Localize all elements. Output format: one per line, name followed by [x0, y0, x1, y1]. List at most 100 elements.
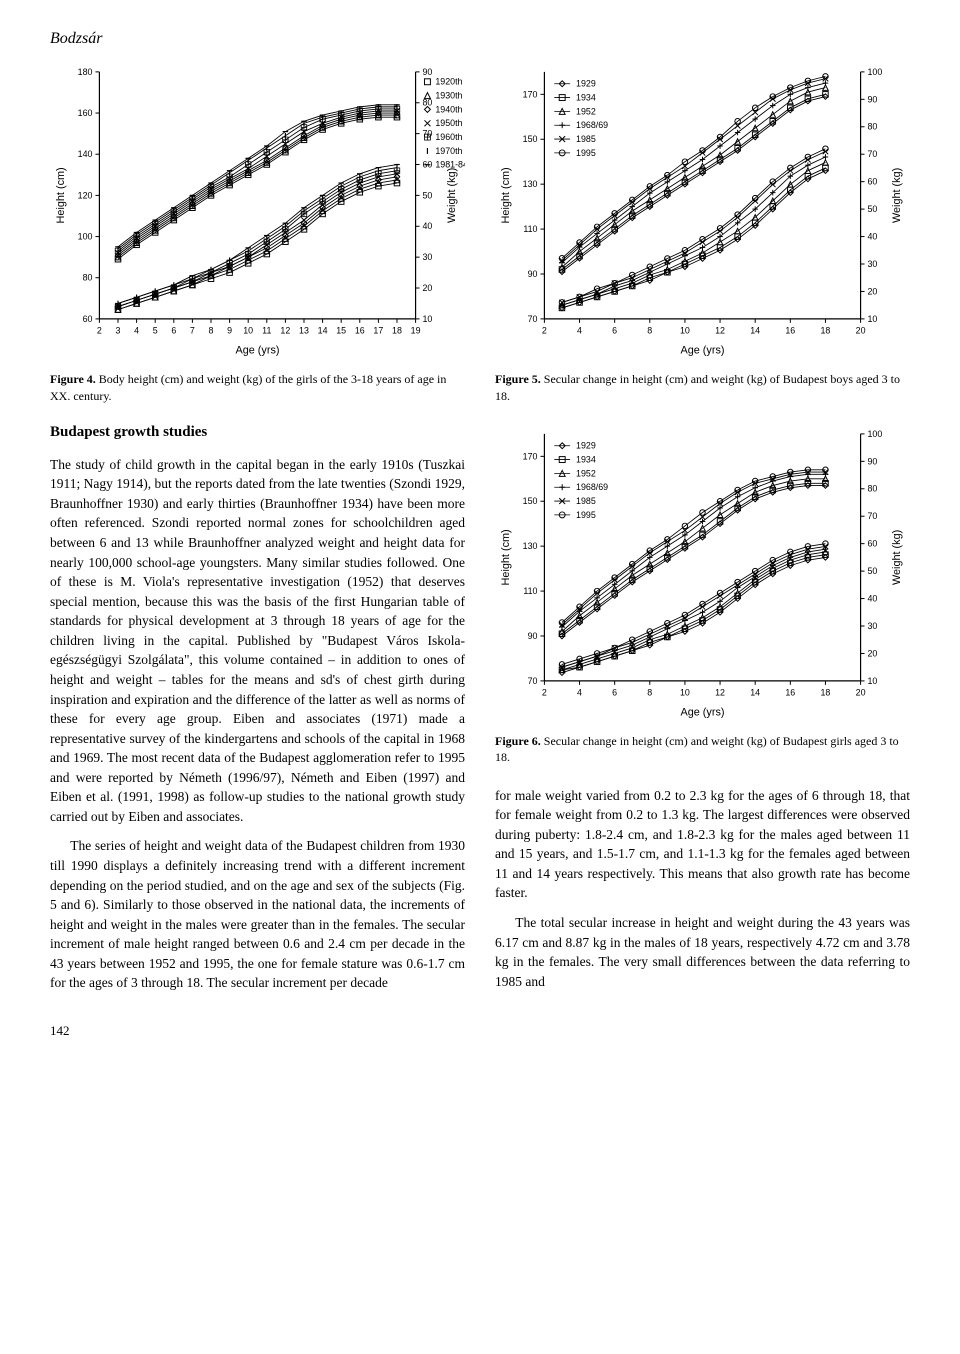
svg-text:1995: 1995	[576, 148, 596, 158]
svg-text:60: 60	[83, 314, 93, 324]
svg-text:1930th: 1930th	[435, 91, 462, 101]
svg-text:12: 12	[715, 688, 725, 698]
svg-text:18: 18	[392, 326, 402, 336]
svg-text:30: 30	[867, 621, 877, 631]
svg-text:70: 70	[528, 314, 538, 324]
svg-text:140: 140	[78, 149, 93, 159]
paragraph-3: for male weight varied from 0.2 to 2.3 k…	[495, 786, 910, 903]
svg-text:90: 90	[528, 631, 538, 641]
svg-text:20: 20	[422, 283, 432, 293]
svg-text:14: 14	[318, 326, 328, 336]
svg-text:8: 8	[647, 326, 652, 336]
svg-text:20: 20	[856, 326, 866, 336]
svg-text:Age (yrs): Age (yrs)	[680, 706, 724, 718]
svg-text:1952: 1952	[576, 468, 596, 478]
svg-text:10: 10	[422, 314, 432, 324]
figure5-caption: Figure 5. Secular change in height (cm) …	[495, 371, 910, 403]
svg-text:7: 7	[190, 326, 195, 336]
svg-text:1985: 1985	[576, 134, 596, 144]
svg-text:150: 150	[523, 134, 538, 144]
svg-text:14: 14	[750, 326, 760, 336]
svg-text:70: 70	[867, 149, 877, 159]
svg-text:130: 130	[523, 179, 538, 189]
svg-text:80: 80	[867, 484, 877, 494]
svg-text:170: 170	[523, 89, 538, 99]
figure5-chart: 2468101214161820709011013015017010203040…	[495, 62, 910, 363]
svg-text:4: 4	[134, 326, 139, 336]
svg-text:Age (yrs): Age (yrs)	[680, 344, 724, 356]
svg-text:3: 3	[116, 326, 121, 336]
figure5-label: Figure 5.	[495, 372, 541, 386]
figure4-caption-text: Body height (cm) and weight (kg) of the …	[50, 372, 446, 402]
svg-text:2: 2	[542, 326, 547, 336]
svg-text:Weight (kg): Weight (kg)	[891, 530, 903, 585]
paragraph-1: The study of child growth in the capital…	[50, 455, 465, 827]
svg-text:1929: 1929	[576, 79, 596, 89]
svg-text:10: 10	[867, 314, 877, 324]
svg-text:17: 17	[373, 326, 383, 336]
figure6-chart: 2468101214161820709011013015017010203040…	[495, 424, 910, 725]
svg-text:20: 20	[867, 648, 877, 658]
svg-text:10: 10	[867, 676, 877, 686]
section-heading: Budapest growth studies	[50, 424, 465, 441]
svg-text:30: 30	[422, 252, 432, 262]
paragraph-4: The total secular increase in height and…	[495, 913, 910, 991]
figure4-caption: Figure 4. Body height (cm) and weight (k…	[50, 371, 465, 403]
svg-text:1920th: 1920th	[435, 77, 462, 87]
svg-text:60: 60	[867, 538, 877, 548]
svg-text:Height (cm): Height (cm)	[55, 167, 67, 223]
svg-text:20: 20	[856, 688, 866, 698]
svg-text:40: 40	[867, 232, 877, 242]
svg-text:1968/69: 1968/69	[576, 482, 608, 492]
svg-text:8: 8	[647, 688, 652, 698]
svg-text:100: 100	[78, 232, 93, 242]
svg-text:2: 2	[97, 326, 102, 336]
svg-text:20: 20	[867, 286, 877, 296]
svg-text:60: 60	[867, 177, 877, 187]
figure5-caption-text: Secular change in height (cm) and weight…	[495, 372, 900, 402]
svg-text:70: 70	[867, 511, 877, 521]
svg-text:150: 150	[523, 496, 538, 506]
svg-text:10: 10	[243, 326, 253, 336]
svg-text:4: 4	[577, 326, 582, 336]
svg-text:12: 12	[715, 326, 725, 336]
svg-text:100: 100	[867, 67, 882, 77]
svg-text:14: 14	[750, 688, 760, 698]
svg-text:4: 4	[577, 688, 582, 698]
svg-text:50: 50	[867, 204, 877, 214]
figure4-chart: 2345678910111213141516171819608010012014…	[50, 62, 465, 363]
svg-text:16: 16	[785, 688, 795, 698]
svg-text:15: 15	[336, 326, 346, 336]
svg-text:2: 2	[542, 688, 547, 698]
svg-text:Height (cm): Height (cm)	[500, 529, 512, 585]
svg-text:Age (yrs): Age (yrs)	[235, 344, 279, 356]
svg-text:1929: 1929	[576, 441, 596, 451]
svg-text:1981-84: 1981-84	[435, 160, 465, 170]
main-columns: 2345678910111213141516171819608010012014…	[50, 62, 910, 1039]
svg-text:1995: 1995	[576, 510, 596, 520]
svg-text:130: 130	[523, 541, 538, 551]
svg-text:1985: 1985	[576, 496, 596, 506]
svg-text:90: 90	[867, 456, 877, 466]
paragraph-2: The series of height and weight data of …	[50, 836, 465, 993]
svg-text:Weight (kg): Weight (kg)	[891, 168, 903, 223]
figure6-label: Figure 6.	[495, 734, 541, 748]
svg-text:170: 170	[523, 451, 538, 461]
svg-text:50: 50	[867, 566, 877, 576]
svg-text:6: 6	[612, 688, 617, 698]
svg-text:1968/69: 1968/69	[576, 120, 608, 130]
svg-text:70: 70	[528, 676, 538, 686]
svg-text:18: 18	[821, 688, 831, 698]
svg-text:1934: 1934	[576, 454, 596, 464]
svg-text:9: 9	[227, 326, 232, 336]
svg-text:Height (cm): Height (cm)	[500, 167, 512, 223]
svg-text:40: 40	[422, 221, 432, 231]
svg-text:40: 40	[867, 593, 877, 603]
svg-text:110: 110	[523, 586, 537, 596]
svg-text:10: 10	[680, 326, 690, 336]
svg-text:180: 180	[78, 67, 93, 77]
svg-text:1952: 1952	[576, 106, 596, 116]
svg-text:19: 19	[411, 326, 421, 336]
svg-text:1970th: 1970th	[435, 146, 462, 156]
svg-text:1950th: 1950th	[435, 118, 462, 128]
